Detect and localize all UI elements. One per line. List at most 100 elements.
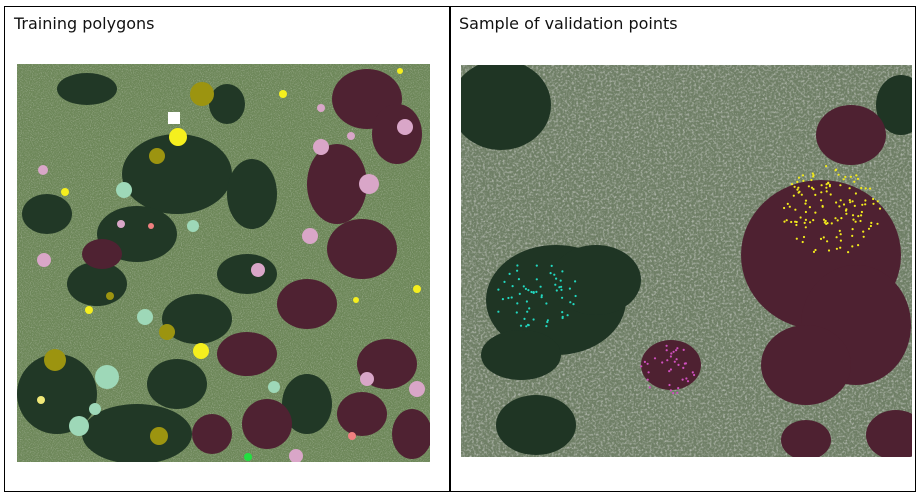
validation-point	[684, 362, 687, 365]
validation-point	[851, 228, 854, 231]
validation-point	[691, 371, 694, 374]
validation-point	[876, 200, 879, 203]
validation-point	[516, 264, 519, 267]
validation-point	[515, 311, 518, 314]
validation-point	[648, 386, 651, 389]
validation-point	[561, 315, 564, 318]
validation-point	[686, 380, 690, 383]
validation-point	[647, 371, 650, 374]
validation-point	[525, 325, 528, 328]
validation-point	[530, 290, 533, 294]
validation-point	[527, 289, 530, 292]
training-polygon	[38, 165, 48, 175]
training-point	[85, 306, 93, 314]
validation-point	[574, 294, 577, 298]
validation-point	[848, 187, 851, 190]
validation-point	[872, 197, 875, 201]
validation-point	[812, 219, 815, 222]
training-polygon	[89, 403, 101, 415]
validation-point	[822, 218, 826, 221]
validation-point	[810, 186, 814, 189]
validation-point	[835, 247, 838, 250]
validation-point	[646, 362, 649, 365]
validation-point	[851, 234, 854, 237]
validation-point	[569, 301, 572, 304]
validation-point	[675, 349, 678, 352]
validation-point	[561, 270, 564, 273]
validation-point	[497, 310, 500, 313]
validation-point	[869, 224, 872, 228]
validation-point	[839, 184, 842, 187]
validation-point	[812, 250, 816, 253]
validation-point	[797, 176, 801, 179]
validation-point	[811, 172, 814, 175]
validation-points-burned	[783, 165, 882, 254]
validation-point	[669, 355, 672, 358]
training-point	[61, 188, 69, 196]
validation-point	[851, 245, 854, 248]
validation-point	[864, 199, 867, 202]
validation-point	[826, 240, 829, 243]
validation-point	[825, 183, 828, 186]
validation-point	[854, 220, 857, 223]
validation-point	[825, 190, 828, 193]
validation-point	[572, 303, 575, 306]
validation-point	[522, 285, 525, 288]
validation-point	[814, 248, 817, 252]
validation-point	[804, 226, 807, 229]
validation-point	[524, 287, 527, 290]
validation-point	[860, 214, 863, 217]
validation-point	[508, 272, 511, 275]
validation-points-image	[461, 65, 912, 457]
validation-point	[848, 199, 851, 202]
validation-point	[842, 178, 845, 181]
validation-point	[790, 183, 794, 186]
validation-point	[827, 182, 830, 185]
validation-point	[528, 307, 531, 310]
validation-point	[794, 208, 797, 211]
validation-point	[516, 302, 519, 305]
training-polygon	[409, 381, 425, 397]
validation-point	[812, 175, 815, 178]
validation-point	[838, 205, 841, 208]
validation-point	[834, 217, 837, 220]
validation-point	[854, 192, 857, 195]
validation-point	[820, 199, 823, 202]
validation-points-other	[640, 344, 696, 395]
validation-point	[540, 296, 543, 299]
validation-point	[673, 360, 676, 363]
validation-point	[574, 280, 577, 283]
validation-point	[797, 191, 800, 194]
validation-point	[665, 344, 668, 347]
validation-point	[824, 219, 827, 223]
validation-point	[693, 373, 696, 377]
validation-point	[519, 324, 523, 327]
training-point	[37, 396, 45, 404]
validation-point	[804, 199, 808, 202]
validation-point	[797, 186, 800, 189]
validation-point	[870, 221, 873, 224]
validation-point	[802, 235, 806, 239]
training-point	[397, 68, 403, 74]
validation-point	[511, 285, 514, 288]
validation-point	[839, 239, 842, 242]
validation-point	[800, 193, 803, 196]
training-point	[279, 90, 287, 98]
validation-point	[853, 180, 856, 183]
validation-point	[661, 361, 664, 364]
validation-point	[535, 290, 538, 293]
validation-point	[561, 296, 564, 299]
validation-point	[785, 219, 788, 222]
validation-point	[516, 269, 519, 272]
validation-point	[681, 378, 684, 381]
training-point	[413, 285, 421, 293]
training-polygon	[137, 309, 153, 325]
validation-point	[807, 185, 810, 188]
training-polygons-title: Training polygons	[14, 14, 155, 33]
training-polygon	[190, 82, 214, 106]
validation-point	[523, 317, 526, 320]
validation-point	[640, 365, 643, 368]
validation-points-forest	[497, 264, 577, 328]
validation-point	[849, 201, 852, 204]
validation-point	[535, 278, 538, 281]
